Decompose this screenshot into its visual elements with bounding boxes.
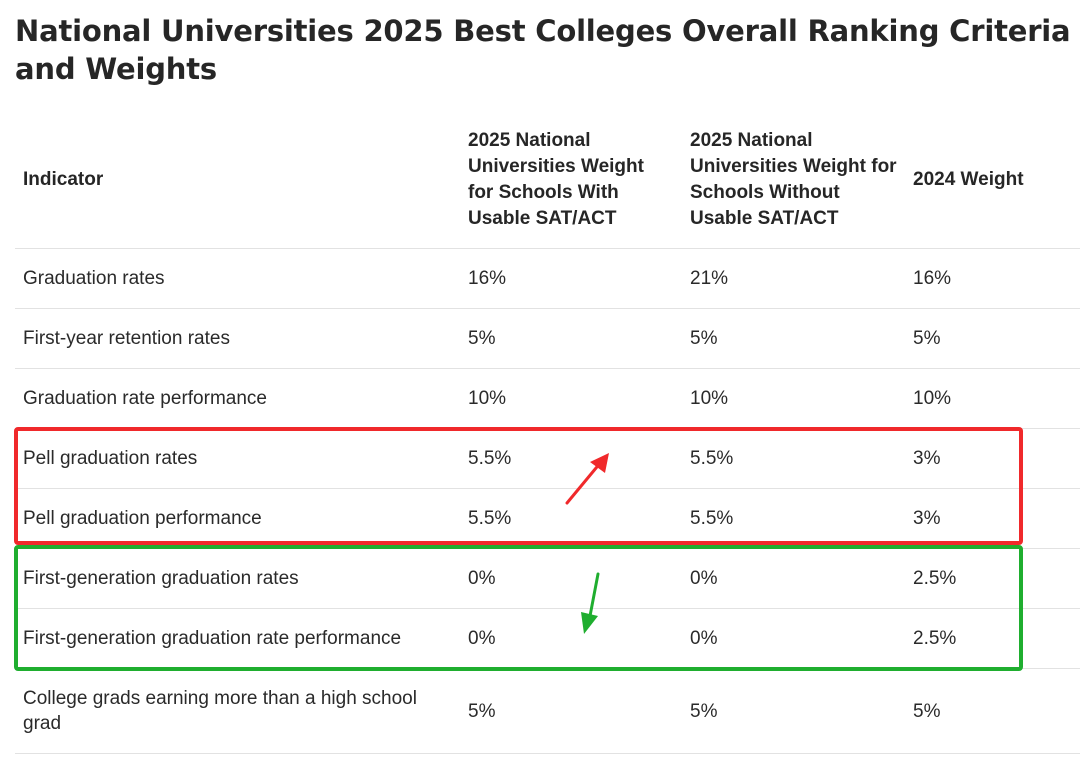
table-row: College grads earning more than a high s… [15, 668, 1080, 754]
row-weight-without-sat: 5% [682, 308, 905, 369]
table-header-row: Indicator 2025 National Universities Wei… [15, 112, 1080, 249]
criteria-table: Indicator 2025 National Universities Wei… [15, 112, 1080, 754]
row-weight-2024: 16% [905, 248, 1080, 309]
row-weight-without-sat: 21% [682, 248, 905, 309]
page-title: National Universities 2025 Best Colleges… [15, 14, 1071, 86]
row-weight-2024: 2.5% [905, 548, 1080, 609]
row-weight-without-sat: 0% [682, 608, 905, 669]
table-row: Graduation rate performance 10% 10% 10% [15, 368, 1080, 429]
table-row: Graduation rates 16% 21% 16% [15, 248, 1080, 309]
row-weight-with-sat: 0% [460, 548, 682, 609]
arrow-up-right-icon [565, 453, 609, 505]
row-weight-2024: 2.5% [905, 608, 1080, 669]
arrow-down-icon [581, 572, 600, 634]
row-weight-2024: 3% [905, 428, 1080, 489]
table-row: First-generation graduation rates 0% 0% … [15, 548, 1080, 609]
row-indicator: First-generation graduation rates [15, 548, 460, 609]
header-indicator: Indicator [15, 112, 460, 249]
row-weight-without-sat: 10% [682, 368, 905, 429]
row-weight-with-sat: 5.5% [460, 428, 682, 489]
header-2025-with-sat: 2025 National Universities Weight for Sc… [460, 112, 682, 249]
row-indicator: First-generation graduation rate perform… [15, 608, 460, 669]
row-weight-without-sat: 5% [682, 668, 905, 754]
row-weight-with-sat: 16% [460, 248, 682, 309]
row-weight-with-sat: 10% [460, 368, 682, 429]
row-weight-with-sat: 0% [460, 608, 682, 669]
header-2025-without-sat: 2025 National Universities Weight for Sc… [682, 112, 905, 249]
row-weight-2024: 10% [905, 368, 1080, 429]
header-2024-weight: 2024 Weight [905, 112, 1080, 249]
first-generation-highlight-box [14, 545, 1023, 671]
row-weight-2024: 3% [905, 488, 1080, 549]
row-indicator: Graduation rates [15, 248, 460, 309]
table-row: First-generation graduation rate perform… [15, 608, 1080, 669]
row-weight-with-sat: 5% [460, 668, 682, 754]
row-indicator: Pell graduation rates [15, 428, 460, 489]
row-weight-with-sat: 5% [460, 308, 682, 369]
pell-highlight-box [14, 427, 1023, 545]
row-weight-without-sat: 5.5% [682, 428, 905, 489]
row-indicator: College grads earning more than a high s… [15, 668, 460, 754]
table-row: Pell graduation performance 5.5% 5.5% 3% [15, 488, 1080, 549]
row-indicator: Pell graduation performance [15, 488, 460, 549]
row-indicator: First-year retention rates [15, 308, 460, 369]
table-row: Pell graduation rates 5.5% 5.5% 3% [15, 428, 1080, 489]
row-weight-2024: 5% [905, 308, 1080, 369]
table-row: First-year retention rates 5% 5% 5% [15, 308, 1080, 369]
row-weight-2024: 5% [905, 668, 1080, 754]
row-weight-without-sat: 0% [682, 548, 905, 609]
row-weight-without-sat: 5.5% [682, 488, 905, 549]
row-indicator: Graduation rate performance [15, 368, 460, 429]
